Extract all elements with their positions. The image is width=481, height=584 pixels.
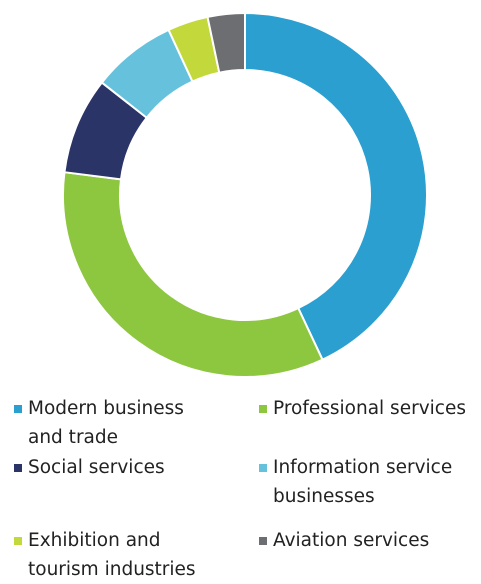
chart bbox=[62, 11, 428, 378]
legend-label: Social services bbox=[28, 457, 165, 478]
legend-label: Modern business and trade bbox=[28, 398, 184, 448]
legend-swatch bbox=[14, 464, 22, 472]
legend-swatch bbox=[14, 537, 22, 545]
donut-segment bbox=[244, 11, 428, 362]
legend-item: Modern business and trade bbox=[14, 394, 214, 452]
legend-swatch bbox=[259, 405, 267, 413]
legend-swatch bbox=[14, 405, 22, 413]
legend-item: Aviation services bbox=[259, 526, 481, 555]
donut-segment bbox=[206, 11, 246, 74]
legend-item: Information service businesses bbox=[259, 453, 459, 511]
legend-item: Exhibition and tourism industries bbox=[14, 526, 214, 584]
legend-swatch bbox=[259, 537, 267, 545]
legend-label: Aviation services bbox=[273, 530, 430, 551]
donut-segment bbox=[62, 171, 324, 378]
legend-item: Social services bbox=[14, 453, 214, 482]
legend-label: Professional services bbox=[273, 398, 466, 419]
legend-swatch bbox=[259, 464, 267, 472]
legend-label: Information service businesses bbox=[273, 457, 453, 507]
legend-item: Professional services bbox=[259, 394, 481, 423]
legend-label: Exhibition and tourism industries bbox=[28, 530, 196, 580]
